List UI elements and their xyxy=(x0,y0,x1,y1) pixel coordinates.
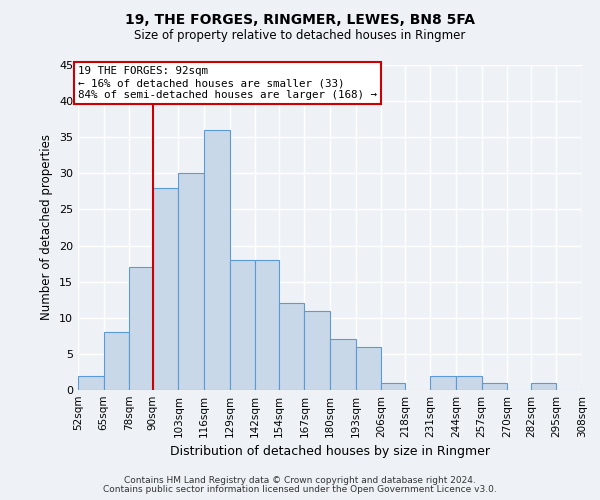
Bar xyxy=(330,340,356,390)
Bar xyxy=(456,376,482,390)
X-axis label: Distribution of detached houses by size in Ringmer: Distribution of detached houses by size … xyxy=(170,446,490,458)
Bar xyxy=(255,260,279,390)
Bar xyxy=(129,267,153,390)
Bar xyxy=(304,310,330,390)
Bar xyxy=(104,332,129,390)
Bar xyxy=(531,383,556,390)
Bar xyxy=(381,383,405,390)
Bar xyxy=(78,376,104,390)
Bar xyxy=(178,174,204,390)
Bar xyxy=(153,188,178,390)
Text: 19 THE FORGES: 92sqm
← 16% of detached houses are smaller (33)
84% of semi-detac: 19 THE FORGES: 92sqm ← 16% of detached h… xyxy=(78,66,377,100)
Bar xyxy=(204,130,230,390)
Y-axis label: Number of detached properties: Number of detached properties xyxy=(40,134,53,320)
Bar xyxy=(430,376,456,390)
Bar xyxy=(356,346,381,390)
Bar xyxy=(230,260,255,390)
Text: Contains public sector information licensed under the Open Government Licence v3: Contains public sector information licen… xyxy=(103,485,497,494)
Text: Size of property relative to detached houses in Ringmer: Size of property relative to detached ho… xyxy=(134,29,466,42)
Bar xyxy=(482,383,507,390)
Bar xyxy=(279,304,304,390)
Text: 19, THE FORGES, RINGMER, LEWES, BN8 5FA: 19, THE FORGES, RINGMER, LEWES, BN8 5FA xyxy=(125,12,475,26)
Bar xyxy=(582,383,600,390)
Text: Contains HM Land Registry data © Crown copyright and database right 2024.: Contains HM Land Registry data © Crown c… xyxy=(124,476,476,485)
